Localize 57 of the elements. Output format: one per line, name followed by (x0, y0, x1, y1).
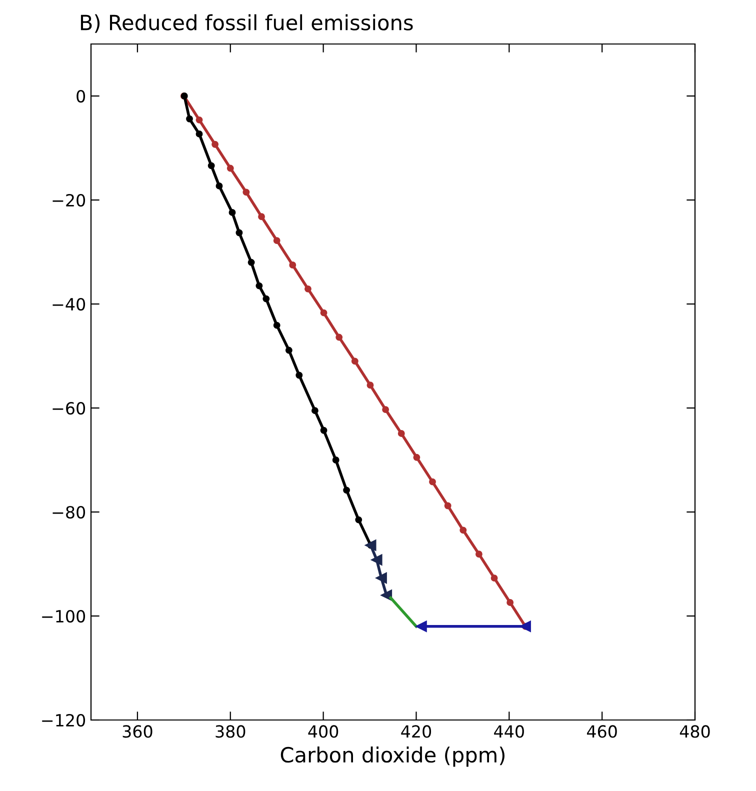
point (475, 550, 482, 558)
x-axis-title: Carbon dioxide (ppm) (280, 746, 504, 767)
point (208, 162, 215, 170)
point (212, 140, 219, 148)
x-tick-label: 420 (401, 725, 432, 738)
y-tick-label: −40 (52, 298, 86, 311)
point (242, 188, 250, 196)
point (258, 213, 265, 220)
point (336, 334, 343, 341)
x-tick-label: 400 (308, 725, 338, 738)
point (196, 130, 203, 138)
x-tick-label: 380 (216, 725, 246, 738)
point (304, 285, 312, 292)
y-tick-label: −80 (52, 506, 86, 519)
x-tick-label: 440 (494, 725, 524, 738)
point (376, 572, 387, 584)
point (248, 258, 255, 266)
point (216, 182, 223, 190)
point (273, 237, 280, 244)
x-tick-label: 460 (586, 725, 617, 738)
point (506, 599, 514, 606)
point (236, 229, 243, 236)
x-tick-label: 480 (680, 725, 710, 738)
point (416, 620, 427, 632)
point (186, 115, 193, 122)
point (320, 309, 328, 316)
point (320, 426, 328, 434)
point (256, 282, 263, 290)
point (228, 209, 236, 216)
point (398, 430, 405, 437)
point (460, 526, 467, 534)
point (311, 407, 318, 414)
point (226, 164, 234, 172)
y-tick-label: 0 (76, 90, 86, 103)
point (444, 502, 452, 510)
point (196, 116, 203, 124)
point (285, 346, 292, 354)
point (351, 358, 358, 365)
y-tick-label: −60 (52, 402, 86, 415)
point (296, 372, 303, 379)
y-tick-label: −20 (52, 194, 86, 207)
point (413, 454, 420, 461)
x-tick-label: 360 (122, 725, 152, 738)
point (371, 554, 382, 566)
point (490, 574, 498, 582)
point (355, 516, 362, 524)
point (262, 295, 270, 302)
point (273, 322, 280, 329)
y-tick-label: −120 (42, 714, 86, 727)
point (332, 456, 340, 464)
point (289, 262, 296, 268)
point (429, 478, 436, 486)
y-tick-label: −100 (42, 610, 86, 623)
point (366, 382, 374, 389)
point (382, 406, 390, 414)
point (343, 486, 350, 494)
chart-title: B) Reduced fossil fuel emissions (80, 14, 413, 33)
